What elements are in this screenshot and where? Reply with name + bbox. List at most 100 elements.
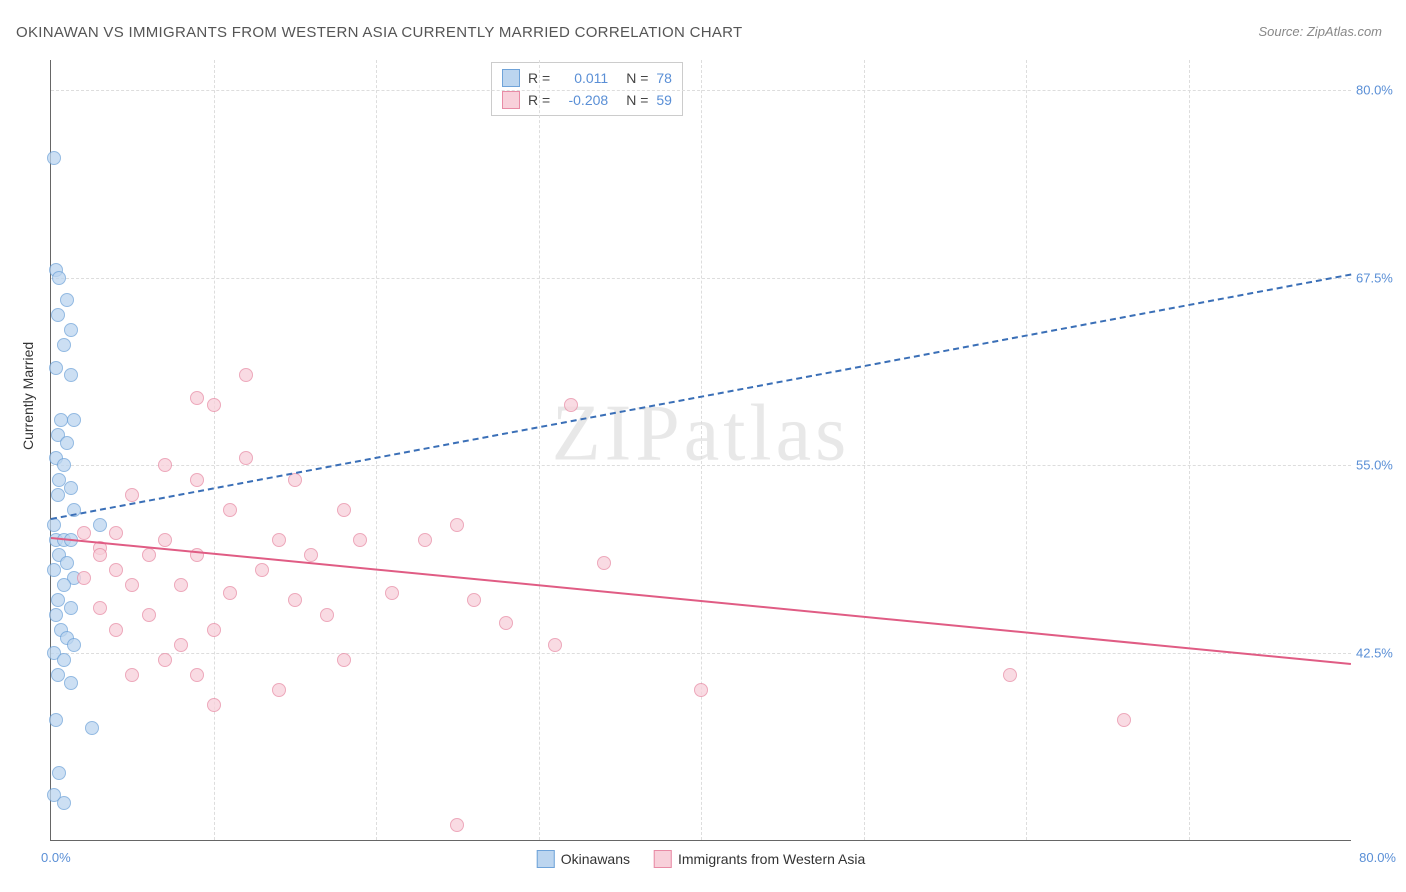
n-label: N =	[626, 70, 648, 86]
data-point	[694, 683, 708, 697]
data-point	[52, 271, 66, 285]
data-point	[57, 796, 71, 810]
data-point	[60, 436, 74, 450]
chart-container: OKINAWAN VS IMMIGRANTS FROM WESTERN ASIA…	[0, 0, 1406, 892]
gridline-vertical	[1026, 60, 1027, 840]
data-point	[239, 451, 253, 465]
data-point	[450, 518, 464, 532]
data-point	[223, 586, 237, 600]
legend-label: Immigrants from Western Asia	[678, 851, 865, 867]
data-point	[93, 601, 107, 615]
data-point	[272, 683, 286, 697]
data-point	[51, 668, 65, 682]
legend-label: Okinawans	[561, 851, 630, 867]
data-point	[158, 533, 172, 547]
data-point	[51, 593, 65, 607]
y-tick-label: 67.5%	[1356, 270, 1406, 285]
data-point	[64, 481, 78, 495]
data-point	[64, 676, 78, 690]
legend-swatch	[502, 91, 520, 109]
data-point	[174, 638, 188, 652]
data-point	[125, 668, 139, 682]
data-point	[64, 323, 78, 337]
data-point	[450, 818, 464, 832]
data-point	[64, 601, 78, 615]
data-point	[49, 361, 63, 375]
data-point	[93, 548, 107, 562]
data-point	[207, 623, 221, 637]
chart-title: OKINAWAN VS IMMIGRANTS FROM WESTERN ASIA…	[16, 24, 742, 41]
data-point	[142, 548, 156, 562]
data-point	[109, 563, 123, 577]
data-point	[207, 698, 221, 712]
data-point	[47, 518, 61, 532]
data-point	[304, 548, 318, 562]
data-point	[109, 526, 123, 540]
data-point	[47, 151, 61, 165]
data-point	[57, 578, 71, 592]
gridline-vertical	[1189, 60, 1190, 840]
data-point	[223, 503, 237, 517]
data-point	[57, 653, 71, 667]
data-point	[52, 766, 66, 780]
data-point	[320, 608, 334, 622]
data-point	[49, 713, 63, 727]
n-value: 78	[656, 70, 672, 86]
data-point	[142, 608, 156, 622]
data-point	[190, 668, 204, 682]
correlation-row: R =-0.208N =59	[502, 89, 672, 111]
data-point	[54, 413, 68, 427]
data-point	[385, 586, 399, 600]
data-point	[337, 503, 351, 517]
data-point	[467, 593, 481, 607]
y-tick-label: 80.0%	[1356, 83, 1406, 98]
legend-swatch	[502, 69, 520, 87]
data-point	[1003, 668, 1017, 682]
x-tick-label-min: 0.0%	[41, 850, 71, 865]
data-point	[109, 623, 123, 637]
data-point	[207, 398, 221, 412]
y-tick-label: 55.0%	[1356, 458, 1406, 473]
r-value: -0.208	[558, 92, 608, 108]
data-point	[1117, 713, 1131, 727]
data-point	[67, 638, 81, 652]
y-axis-label: Currently Married	[20, 342, 36, 450]
data-point	[272, 533, 286, 547]
data-point	[49, 608, 63, 622]
data-point	[85, 721, 99, 735]
source-label: Source: ZipAtlas.com	[1258, 24, 1382, 39]
data-point	[499, 616, 513, 630]
data-point	[353, 533, 367, 547]
data-point	[564, 398, 578, 412]
data-point	[77, 571, 91, 585]
gridline-vertical	[539, 60, 540, 840]
legend-item: Immigrants from Western Asia	[654, 850, 865, 868]
data-point	[190, 473, 204, 487]
data-point	[255, 563, 269, 577]
plot-area: ZIPatlas R =0.011N =78R =-0.208N =59 Oki…	[50, 60, 1351, 841]
data-point	[548, 638, 562, 652]
data-point	[239, 368, 253, 382]
gridline-vertical	[376, 60, 377, 840]
data-point	[57, 338, 71, 352]
data-point	[288, 593, 302, 607]
legend-swatch	[654, 850, 672, 868]
gridline-vertical	[864, 60, 865, 840]
data-point	[64, 368, 78, 382]
correlation-legend: R =0.011N =78R =-0.208N =59	[491, 62, 683, 116]
data-point	[51, 308, 65, 322]
gridline-vertical	[701, 60, 702, 840]
correlation-row: R =0.011N =78	[502, 67, 672, 89]
x-tick-label-max: 80.0%	[1359, 850, 1396, 865]
data-point	[597, 556, 611, 570]
data-point	[418, 533, 432, 547]
gridline-vertical	[214, 60, 215, 840]
data-point	[67, 413, 81, 427]
n-value: 59	[656, 92, 672, 108]
data-point	[158, 653, 172, 667]
data-point	[60, 293, 74, 307]
data-point	[93, 518, 107, 532]
data-point	[60, 556, 74, 570]
data-point	[125, 578, 139, 592]
data-point	[190, 391, 204, 405]
